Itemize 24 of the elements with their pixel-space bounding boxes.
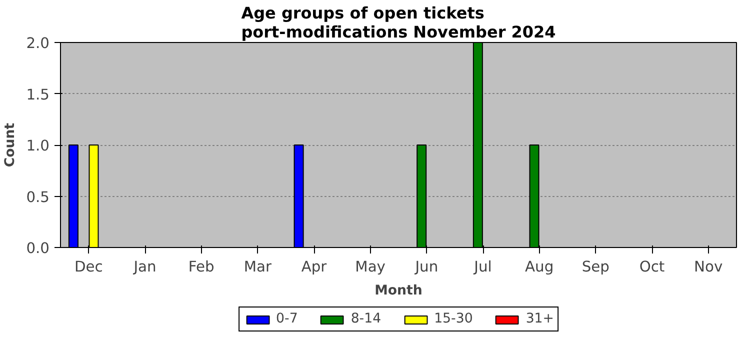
x-tick-label: Oct	[639, 258, 665, 276]
x-tick-label: May	[355, 258, 386, 276]
x-axis-title: Month	[374, 284, 422, 298]
y-tick-label: 0.0	[26, 240, 50, 257]
x-tick-label: Mar	[244, 258, 272, 276]
x-tick-label: Dec	[74, 258, 103, 276]
legend-label: 0-7	[276, 312, 298, 326]
legend-label: 8-14	[350, 312, 382, 326]
y-axis-title: Count	[3, 122, 18, 168]
x-tick-label: Jan	[132, 258, 156, 276]
y-tick-label: 0.5	[26, 188, 50, 206]
y-tick-label: 1.0	[26, 138, 50, 154]
x-tick-label: Jul	[473, 258, 492, 276]
y-tick-label: 1.5	[26, 86, 50, 104]
x-tick-label: Sep	[582, 258, 610, 276]
x-tick-label: Nov	[694, 258, 723, 276]
legend-label: 15-30	[434, 312, 473, 326]
x-tick-label: Jun	[414, 258, 438, 276]
y-tick-label: 2.0	[26, 35, 50, 52]
x-tick-label: Aug	[525, 258, 554, 276]
x-tick-label: Feb	[188, 258, 214, 276]
legend-label: 31+	[526, 312, 554, 326]
chart-title: Age groups of open tickets port-modifications November 2024	[241, 4, 556, 42]
x-tick-label: Apr	[301, 258, 328, 276]
